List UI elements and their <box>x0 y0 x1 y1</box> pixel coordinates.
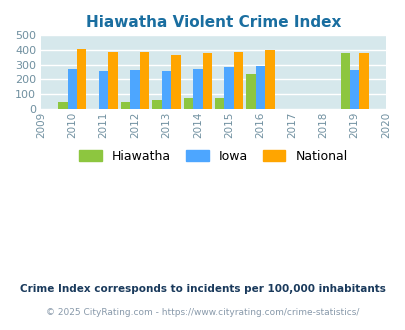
Bar <box>121 102 130 109</box>
Bar <box>68 69 77 109</box>
Bar <box>224 67 233 109</box>
Bar <box>58 102 68 109</box>
Bar <box>246 74 255 109</box>
Bar <box>99 71 108 109</box>
Bar <box>183 98 193 109</box>
Bar <box>193 69 202 109</box>
Bar <box>108 51 117 109</box>
Bar <box>130 70 139 109</box>
Bar <box>264 50 274 109</box>
Bar <box>77 49 86 109</box>
Bar <box>215 98 224 109</box>
Bar <box>233 52 243 109</box>
Bar <box>349 70 358 109</box>
Title: Hiawatha Violent Crime Index: Hiawatha Violent Crime Index <box>85 15 340 30</box>
Text: Crime Index corresponds to incidents per 100,000 inhabitants: Crime Index corresponds to incidents per… <box>20 284 385 294</box>
Bar <box>152 100 161 109</box>
Bar <box>255 66 264 109</box>
Legend: Hiawatha, Iowa, National: Hiawatha, Iowa, National <box>75 146 350 167</box>
Bar <box>139 51 149 109</box>
Text: © 2025 CityRating.com - https://www.cityrating.com/crime-statistics/: © 2025 CityRating.com - https://www.city… <box>46 308 359 317</box>
Bar <box>161 71 171 109</box>
Bar <box>340 53 349 109</box>
Bar <box>202 53 211 109</box>
Bar <box>171 55 180 109</box>
Bar <box>358 53 368 109</box>
